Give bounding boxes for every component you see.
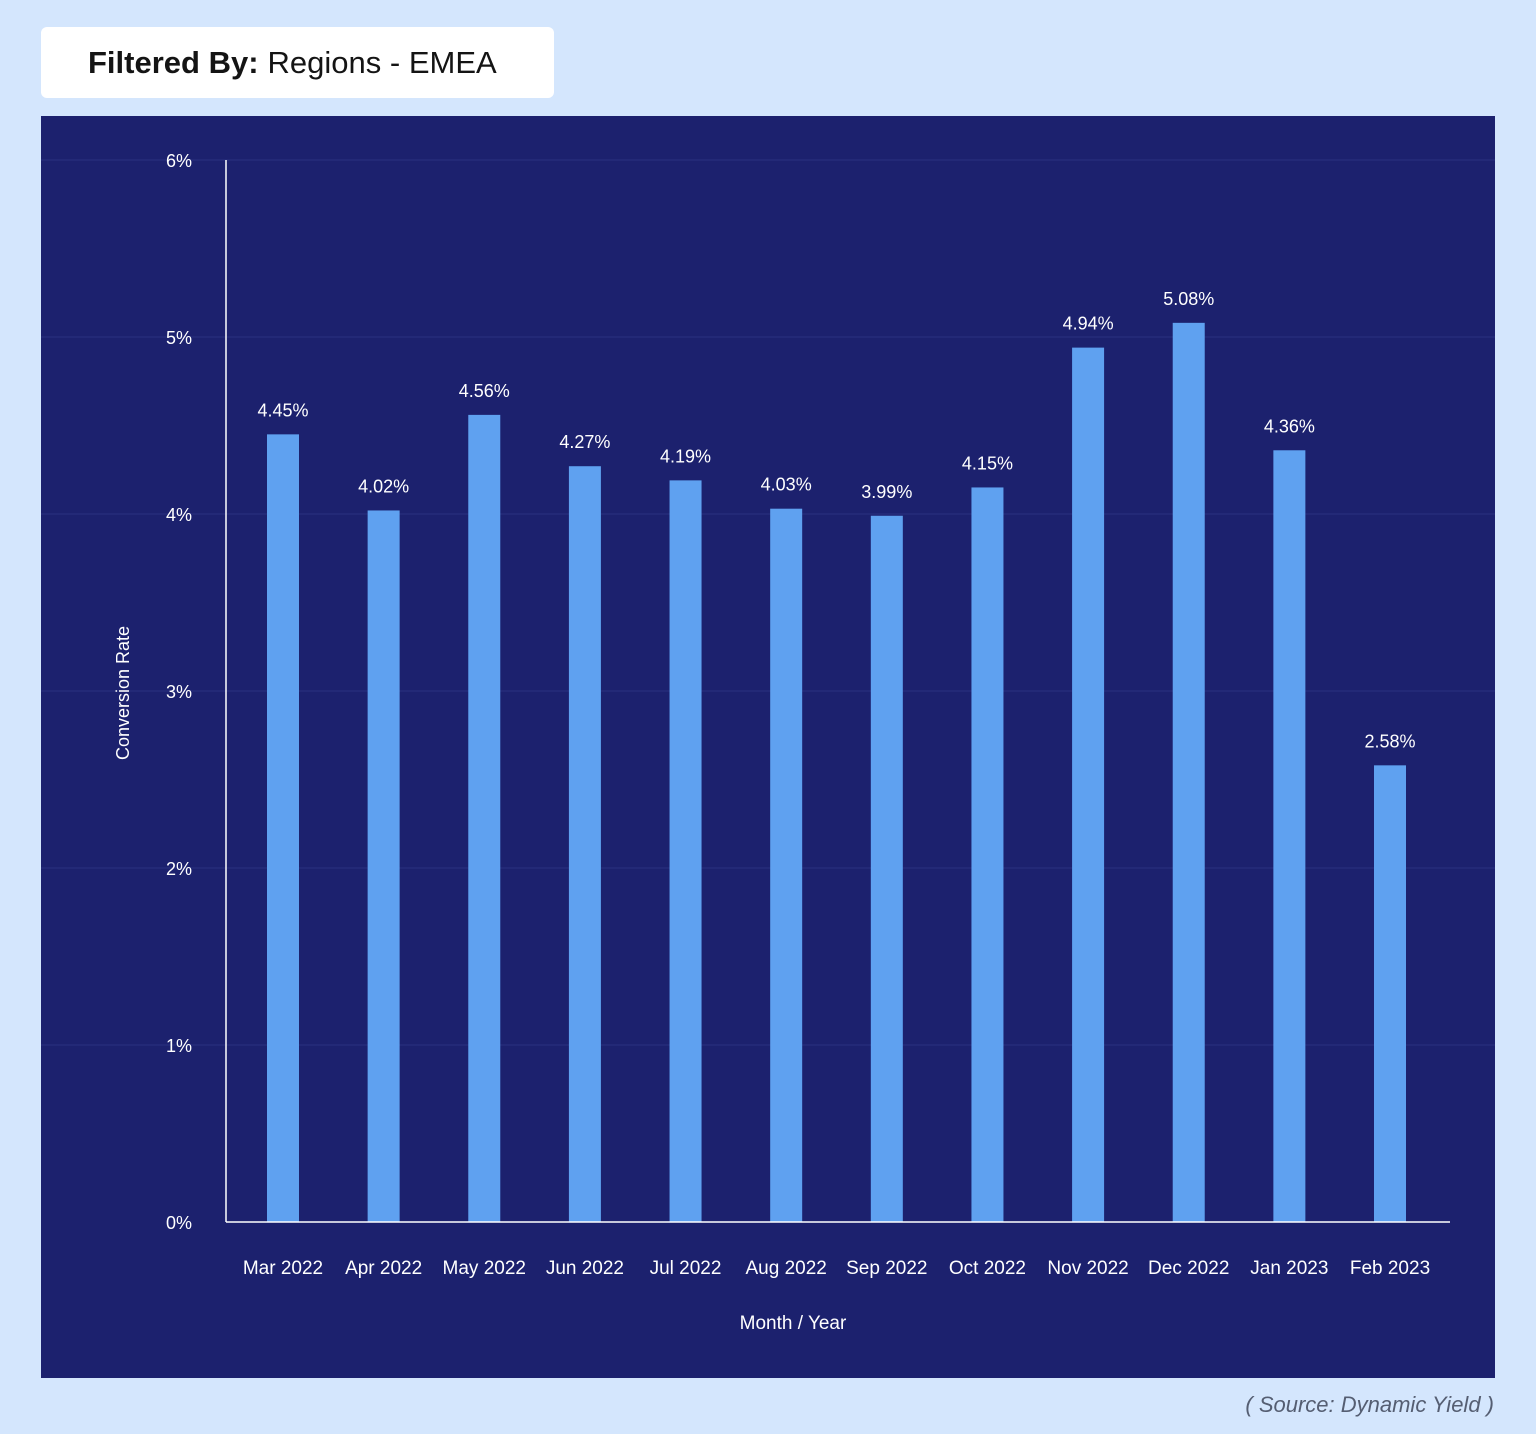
bar-value-label: 4.45% xyxy=(257,400,308,420)
x-tick-label: Dec 2022 xyxy=(1148,1258,1229,1279)
x-tick-label: Aug 2022 xyxy=(746,1258,827,1279)
bar xyxy=(1374,765,1406,1222)
y-tick-label: 4% xyxy=(166,505,192,525)
bar xyxy=(1172,322,1205,1223)
bar xyxy=(669,480,702,1222)
bar xyxy=(367,510,400,1223)
bar-value-label: 4.03% xyxy=(761,475,812,495)
y-tick-label: 0% xyxy=(166,1213,192,1233)
y-tick-label: 2% xyxy=(166,859,192,879)
y-tick-label: 5% xyxy=(166,328,192,348)
x-tick-label: May 2022 xyxy=(443,1258,526,1279)
bar xyxy=(468,414,501,1222)
bar-chart: 0% 1% 2% 3% 4% 5% 6% 4.45% 4.02% 4.56% 4.27% 4.19%… xyxy=(41,151,1495,1334)
x-tick-label: Jul 2022 xyxy=(650,1258,722,1279)
bar-value-label: 2.58% xyxy=(1364,731,1415,751)
x-tick-label: Oct 2022 xyxy=(949,1258,1026,1279)
y-tick-labels: 0% 1% 2% 3% 4% 5% 6% xyxy=(166,151,192,1233)
y-tick-label: 6% xyxy=(166,151,192,171)
bar-value-label: 4.19% xyxy=(660,446,711,466)
bar xyxy=(770,508,803,1222)
bar xyxy=(971,487,1004,1222)
value-labels: 4.45% 4.02% 4.56% 4.27% 4.19% 4.03% 3.99% 4.15%… xyxy=(257,289,1415,752)
bar-value-label: 4.36% xyxy=(1264,416,1315,436)
x-tick-label: Feb 2023 xyxy=(1350,1258,1430,1279)
x-tick-label: Nov 2022 xyxy=(1047,1258,1128,1279)
x-axis-title: Month / Year xyxy=(740,1313,847,1334)
x-tick-labels: Mar 2022 Apr 2022 May 2022 Jun 2022 Jul 2022… xyxy=(243,1258,1430,1279)
bar-layer xyxy=(267,322,1406,1223)
bar xyxy=(1273,450,1306,1222)
x-tick-label: Sep 2022 xyxy=(846,1258,927,1279)
x-tick-label: Jan 2023 xyxy=(1250,1258,1328,1279)
bar xyxy=(870,515,903,1222)
bar-value-label: 3.99% xyxy=(861,482,912,502)
y-tick-label: 3% xyxy=(166,682,192,702)
bar-value-label: 4.56% xyxy=(459,381,510,401)
bar-value-label: 4.27% xyxy=(559,432,610,452)
bar xyxy=(568,466,601,1223)
x-tick-label: Jun 2022 xyxy=(546,1258,624,1279)
y-axis-title: Conversion Rate xyxy=(113,626,133,760)
bar-value-label: 4.94% xyxy=(1063,314,1114,334)
x-tick-label: Mar 2022 xyxy=(243,1258,323,1279)
source-note: ( Source: Dynamic Yield ) xyxy=(1245,1392,1494,1417)
filter-label: Filtered By: xyxy=(88,44,259,80)
bar xyxy=(1072,347,1105,1222)
filter-value: Regions - EMEA xyxy=(267,44,497,80)
bar-value-label: 5.08% xyxy=(1163,289,1214,309)
y-tick-label: 1% xyxy=(166,1036,192,1056)
bar-value-label: 4.02% xyxy=(358,476,409,496)
bar-value-label: 4.15% xyxy=(962,453,1013,473)
chart-panel: 0% 1% 2% 3% 4% 5% 6% 4.45% 4.02% 4.56% 4.27% 4.19%… xyxy=(41,116,1495,1378)
filter-badge: Filtered By: Regions - EMEA xyxy=(41,27,554,98)
x-tick-label: Apr 2022 xyxy=(345,1258,422,1279)
bar xyxy=(267,434,299,1223)
